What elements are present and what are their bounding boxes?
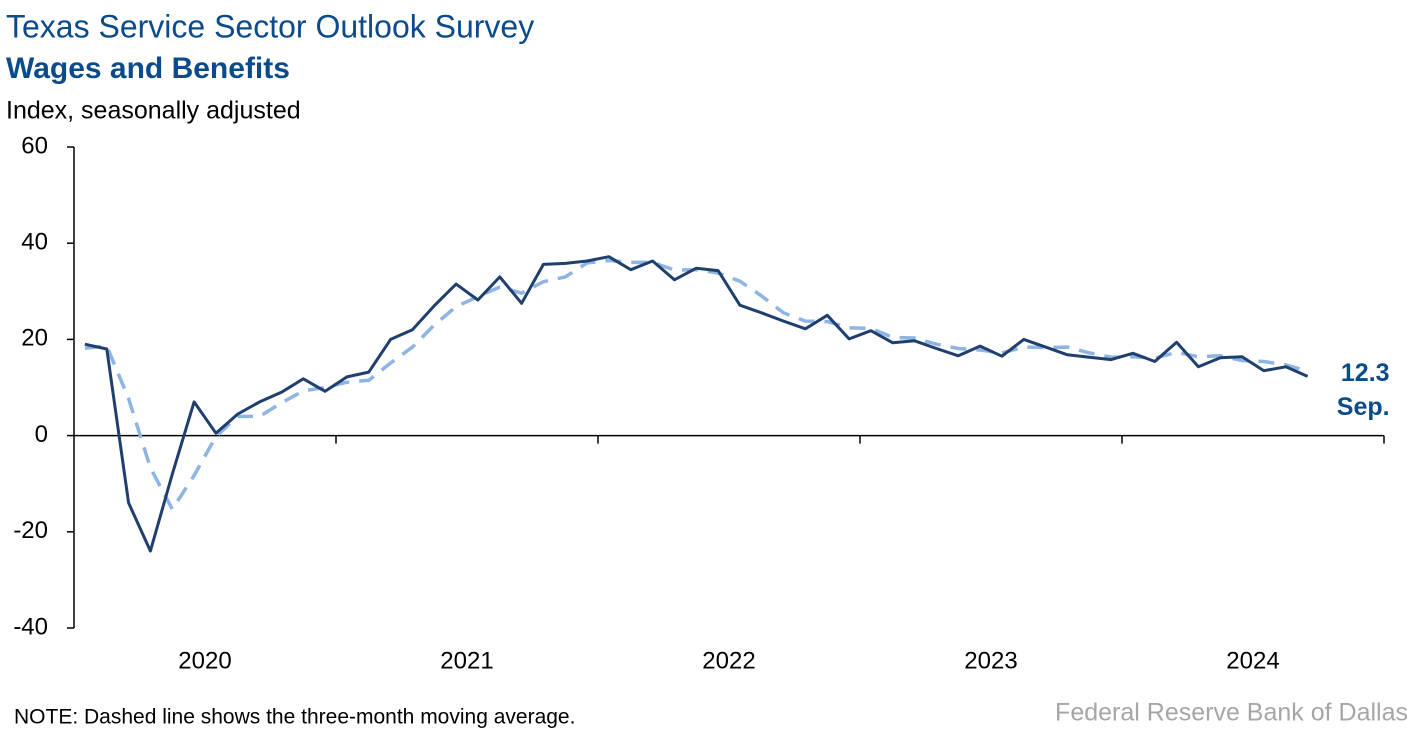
data-label: 12.3 bbox=[1341, 359, 1390, 387]
y-tick-label: 60 bbox=[21, 132, 48, 159]
x-tick-label: 2021 bbox=[440, 647, 493, 674]
y-axis-label: Index, seasonally adjusted bbox=[6, 97, 301, 125]
y-tick-label: -40 bbox=[13, 613, 48, 640]
x-tick-label: 2023 bbox=[964, 647, 1017, 674]
y-tick-label: 40 bbox=[21, 229, 48, 256]
annotation: Sep. bbox=[1337, 393, 1390, 421]
chart-subtitle: Wages and Benefits bbox=[6, 52, 290, 85]
index-line bbox=[84, 255, 1309, 553]
y-tick-label: 0 bbox=[35, 421, 48, 448]
x-tick-label: 2024 bbox=[1226, 647, 1279, 674]
x-tick-label: 2020 bbox=[178, 647, 231, 674]
moving-average-line bbox=[84, 258, 1309, 511]
y-tick-label: 20 bbox=[21, 325, 48, 352]
chart-title: Texas Service Sector Outlook Survey bbox=[6, 8, 534, 44]
note: NOTE: Dashed line shows the three-month … bbox=[14, 706, 575, 729]
source: Federal Reserve Bank of Dallas bbox=[1055, 699, 1408, 727]
y-tick-label: -20 bbox=[13, 517, 48, 544]
x-tick-label: 2022 bbox=[702, 647, 755, 674]
